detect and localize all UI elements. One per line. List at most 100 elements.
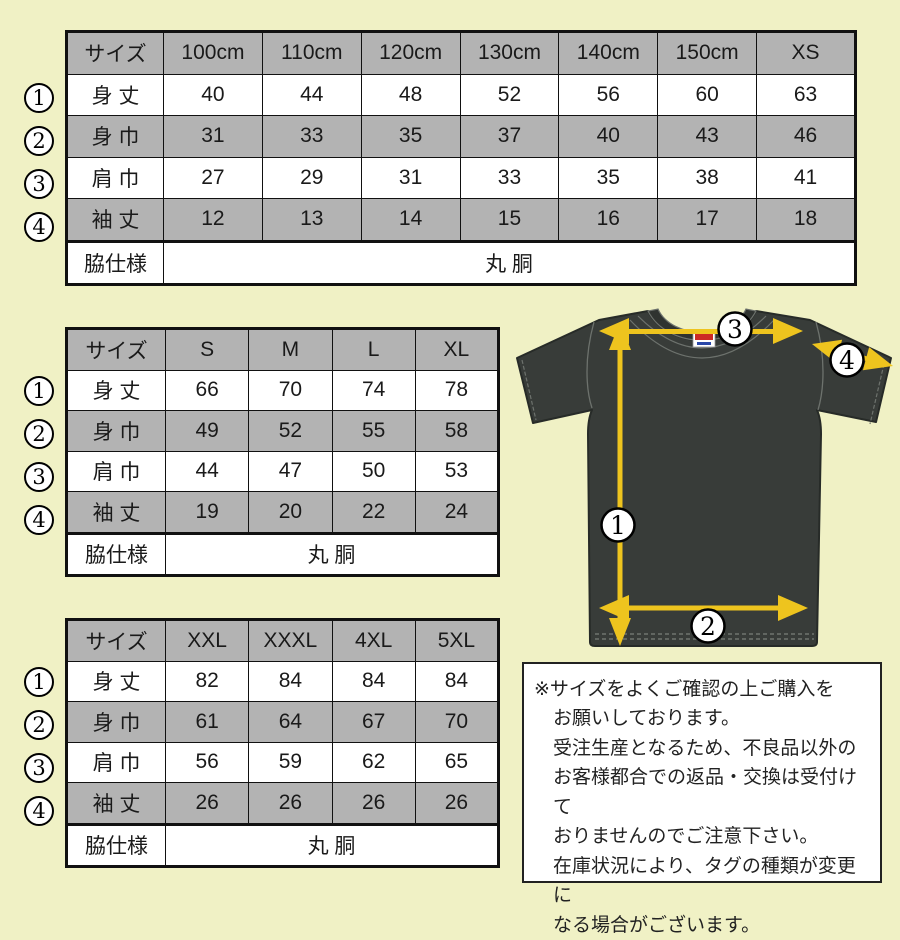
- size-value-cell: 29: [261, 156, 362, 199]
- size-value-cell: 27: [163, 156, 263, 199]
- size-value-cell: 53: [414, 450, 500, 492]
- footer-value: 丸 胴: [163, 239, 856, 285]
- sleeve-seam-right: [815, 321, 824, 411]
- size-table: サイズ 100cm 110cm 120cm 130cm 140cm 150cm XS 身 丈 40…: [65, 30, 857, 286]
- svg-text:4: 4: [839, 346, 855, 375]
- col-header: S: [164, 328, 250, 371]
- row-label: 肩 巾: [66, 156, 164, 199]
- size-value-cell: 33: [261, 115, 362, 158]
- row-label: 肩 巾: [66, 450, 166, 492]
- col-header: XL: [414, 328, 500, 371]
- measure-arrow-2: [599, 595, 808, 621]
- col-header: 4XL: [331, 619, 416, 662]
- col-header: 5XL: [414, 619, 500, 662]
- row-label: 袖 丈: [66, 782, 166, 825]
- size-value-cell: 44: [164, 450, 250, 492]
- size-value-cell: 64: [248, 701, 333, 743]
- col-header: L: [331, 328, 416, 371]
- col-header: XXXL: [248, 619, 333, 662]
- size-value-cell: 44: [261, 73, 362, 116]
- purchase-notice-text: ※サイズをよくご確認の上ご購入を お願いしております。 受注生産となるため、不良…: [534, 679, 858, 936]
- row-label: 身 丈: [66, 369, 166, 411]
- col-header: M: [248, 328, 333, 371]
- size-value-cell: 26: [414, 782, 500, 825]
- size-value-cell: 15: [459, 198, 560, 242]
- col-header-size: サイズ: [66, 31, 164, 75]
- size-value-cell: 48: [360, 73, 461, 116]
- tshirt-graphic: 3 4 1 2: [516, 308, 893, 647]
- row-label: 袖 丈: [66, 198, 164, 242]
- collar-seam-curve: [629, 319, 775, 359]
- row-marker-3: 3: [24, 169, 54, 199]
- size-value-cell: 17: [657, 198, 758, 242]
- sleeve-hem-right: [869, 363, 885, 425]
- col-header-size: サイズ: [66, 619, 166, 662]
- row-marker-column-middle: 1 2 3 4: [24, 376, 54, 548]
- row-label: 肩 巾: [66, 741, 166, 783]
- size-value-cell: 63: [756, 73, 856, 116]
- size-value-cell: 59: [248, 741, 333, 783]
- measure-circle-3: 3: [717, 311, 753, 347]
- svg-text:2: 2: [700, 612, 716, 641]
- size-value-cell: 55: [331, 410, 416, 452]
- size-value-cell: 52: [459, 73, 560, 116]
- size-value-cell: 67: [331, 701, 416, 743]
- size-table-s-xl: サイズ S M L XL 身 丈 66 70 74 78 身 巾 49 52 55 58 肩 巾 44 47 50 5…: [65, 327, 500, 577]
- size-value-cell: 84: [248, 660, 333, 702]
- col-header: 110cm: [261, 31, 362, 75]
- size-table: サイズ XXL XXXL 4XL 5XL 身 丈 82 84 84 84 身 巾 61 64 67 70 肩 …: [65, 618, 500, 868]
- sleeve-hem-left: [521, 359, 537, 421]
- size-value-cell: 40: [558, 115, 659, 158]
- measure-arrow-1: [609, 322, 631, 646]
- measure-circle-1: 1: [600, 507, 636, 543]
- col-header: XXL: [164, 619, 250, 662]
- size-table-kids-xs: サイズ 100cm 110cm 120cm 130cm 140cm 150cm XS 身 丈 40…: [65, 30, 857, 286]
- purchase-notice-box: ※サイズをよくご確認の上ご購入を お願いしております。 受注生産となるため、不良…: [522, 662, 882, 936]
- size-value-cell: 37: [459, 115, 560, 158]
- footer-value: 丸 胴: [165, 822, 499, 867]
- size-value-cell: 84: [331, 660, 416, 702]
- row-marker-1: 1: [24, 667, 54, 697]
- size-value-cell: 40: [163, 73, 263, 116]
- row-marker-4: 4: [24, 212, 54, 242]
- row-marker-4: 4: [24, 505, 54, 535]
- size-value-cell: 62: [331, 741, 416, 783]
- size-table: サイズ S M L XL 身 丈 66 70 74 78 身 巾 49 52 55 58 肩 巾 44 47 50 5…: [65, 327, 500, 577]
- row-marker-3: 3: [24, 753, 54, 783]
- size-value-cell: 26: [331, 782, 416, 825]
- size-value-cell: 78: [414, 369, 500, 411]
- row-label: 身 巾: [66, 115, 164, 158]
- size-value-cell: 61: [164, 701, 250, 743]
- size-value-cell: 58: [414, 410, 500, 452]
- size-table-xxl-5xl: サイズ XXL XXXL 4XL 5XL 身 丈 82 84 84 84 身 巾 61 64 67 70 肩 …: [65, 618, 500, 868]
- size-value-cell: 38: [657, 156, 758, 199]
- size-value-cell: 31: [163, 115, 263, 158]
- size-value-cell: 33: [459, 156, 560, 199]
- size-value-cell: 43: [657, 115, 758, 158]
- svg-text:1: 1: [610, 511, 626, 540]
- size-value-cell: 50: [331, 450, 416, 492]
- size-value-cell: 18: [756, 198, 856, 242]
- size-value-cell: 26: [248, 782, 333, 825]
- size-value-cell: 74: [331, 369, 416, 411]
- row-marker-1: 1: [24, 376, 54, 406]
- footer-label: 脇仕様: [66, 531, 166, 576]
- row-marker-4: 4: [24, 796, 54, 826]
- size-value-cell: 47: [248, 450, 333, 492]
- col-header: XS: [756, 31, 856, 75]
- col-header: 140cm: [558, 31, 659, 75]
- row-label: 身 巾: [66, 701, 166, 743]
- size-value-cell: 84: [414, 660, 500, 702]
- row-label: 身 巾: [66, 410, 166, 452]
- size-value-cell: 24: [414, 491, 500, 534]
- row-marker-column-top: 1 2 3 4: [24, 83, 54, 255]
- tshirt-measurement-diagram: 3 4 1 2: [500, 298, 900, 660]
- footer-label: 脇仕様: [66, 822, 166, 867]
- size-value-cell: 65: [414, 741, 500, 783]
- size-value-cell: 56: [164, 741, 250, 783]
- measure-circle-4: 4: [829, 342, 865, 378]
- footer-label: 脇仕様: [66, 239, 164, 285]
- row-marker-2: 2: [24, 419, 54, 449]
- row-marker-3: 3: [24, 462, 54, 492]
- size-value-cell: 35: [558, 156, 659, 199]
